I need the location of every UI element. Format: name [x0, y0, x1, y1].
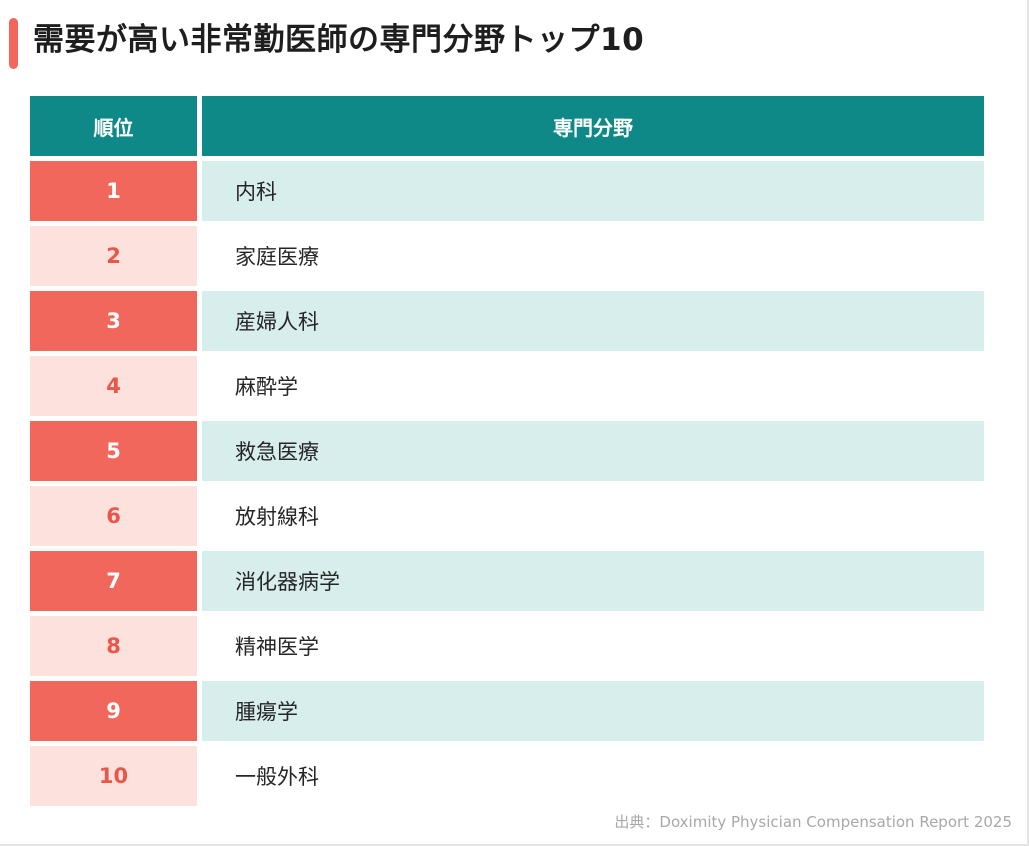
specialty-cell: 精神医学: [202, 616, 984, 676]
rank-cell: 6: [30, 486, 197, 546]
table-row: 8 精神医学: [30, 616, 984, 676]
specialty-cell: 放射線科: [202, 486, 984, 546]
table-row: 3 産婦人科: [30, 291, 984, 351]
column-header-rank: 順位: [30, 96, 197, 156]
specialty-cell: 腫瘍学: [202, 681, 984, 741]
rank-cell: 8: [30, 616, 197, 676]
title-accent-bar: [9, 18, 18, 69]
source-note: 出典：Doximity Physician Compensation Repor…: [614, 813, 1012, 831]
table-row: 6 放射線科: [30, 486, 984, 546]
rank-cell: 9: [30, 681, 197, 741]
specialty-cell: 一般外科: [202, 746, 984, 806]
table-row: 10 一般外科: [30, 746, 984, 806]
specialty-cell: 内科: [202, 161, 984, 221]
table-row: 4 麻酔学: [30, 356, 984, 416]
table-header-row: 順位 専門分野: [30, 96, 984, 156]
specialty-cell: 消化器病学: [202, 551, 984, 611]
table-body: 1 内科 2 家庭医療 3 産婦人科 4 麻酔学 5 救急医療 6 放射線科 7 消化器病学 8 精神医学 9 腫…: [30, 161, 984, 806]
ranking-table: 順位 専門分野 1 内科 2 家庭医療 3 産婦人科 4 麻酔学 5 救急医療 6 放射線科 7 消化器病…: [30, 96, 984, 811]
specialty-cell: 家庭医療: [202, 226, 984, 286]
rank-cell: 10: [30, 746, 197, 806]
rank-cell: 3: [30, 291, 197, 351]
rank-cell: 4: [30, 356, 197, 416]
table-row: 1 内科: [30, 161, 984, 221]
rank-cell: 7: [30, 551, 197, 611]
table-row: 7 消化器病学: [30, 551, 984, 611]
rank-cell: 5: [30, 421, 197, 481]
table-row: 9 腫瘍学: [30, 681, 984, 741]
table-row: 5 救急医療: [30, 421, 984, 481]
page-title: 需要が高い非常勤医師の専門分野トップ10: [33, 22, 645, 58]
specialty-cell: 産婦人科: [202, 291, 984, 351]
specialty-cell: 救急医療: [202, 421, 984, 481]
rank-cell: 2: [30, 226, 197, 286]
specialty-cell: 麻酔学: [202, 356, 984, 416]
rank-cell: 1: [30, 161, 197, 221]
table-row: 2 家庭医療: [30, 226, 984, 286]
column-header-specialty: 専門分野: [202, 96, 984, 156]
